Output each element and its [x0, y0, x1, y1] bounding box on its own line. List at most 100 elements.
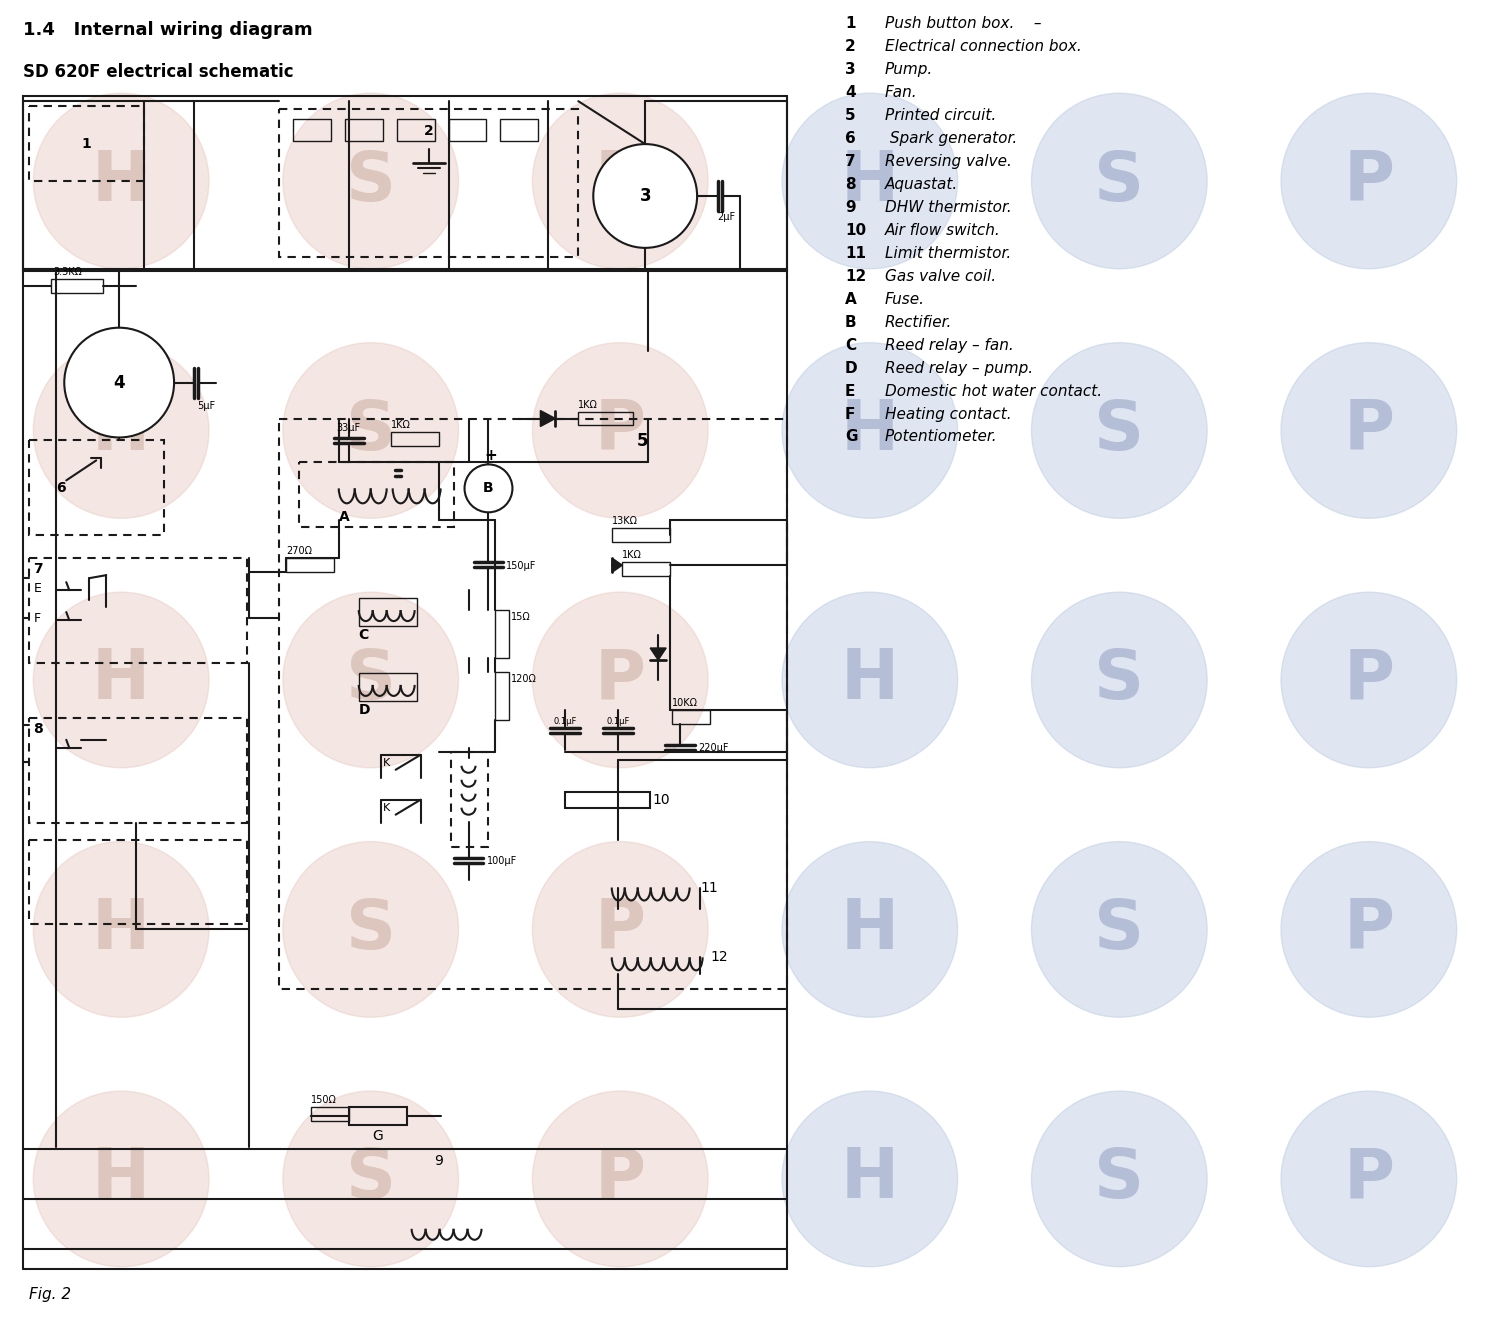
Circle shape	[532, 1090, 708, 1267]
Circle shape	[782, 1090, 957, 1267]
Circle shape	[33, 842, 209, 1017]
Text: P: P	[1344, 647, 1395, 714]
Circle shape	[532, 842, 708, 1017]
Circle shape	[33, 1090, 209, 1267]
Text: DHW thermistor.: DHW thermistor.	[885, 200, 1011, 215]
Bar	[279, 109, 579, 257]
Circle shape	[532, 342, 708, 519]
Circle shape	[33, 342, 209, 519]
Polygon shape	[612, 558, 622, 572]
Circle shape	[1281, 342, 1456, 519]
Circle shape	[594, 144, 698, 248]
Text: Spark generator.: Spark generator.	[885, 132, 1017, 146]
Text: 3.3KΩ: 3.3KΩ	[54, 267, 82, 277]
Text: 1: 1	[844, 16, 855, 32]
Circle shape	[1032, 94, 1208, 269]
Text: 13KΩ: 13KΩ	[612, 516, 639, 527]
Text: G: G	[372, 1129, 382, 1143]
Text: 10: 10	[844, 223, 865, 238]
Text: 0.1μF: 0.1μF	[606, 716, 630, 726]
Text: P: P	[594, 148, 645, 215]
Circle shape	[782, 342, 957, 519]
Text: 5: 5	[844, 108, 855, 124]
Circle shape	[1281, 1090, 1456, 1267]
Text: Reversing valve.: Reversing valve.	[885, 154, 1011, 169]
Text: A: A	[844, 292, 856, 307]
Text: P: P	[594, 647, 645, 714]
Text: Heating contact.: Heating contact.	[885, 407, 1011, 421]
Bar	[30, 440, 164, 535]
Text: 33μF: 33μF	[336, 424, 362, 433]
Text: 3: 3	[639, 187, 651, 205]
Text: P: P	[594, 896, 645, 963]
Text: K: K	[382, 757, 390, 768]
Text: 5: 5	[636, 432, 648, 450]
Text: S: S	[1095, 148, 1144, 215]
Text: P: P	[594, 1146, 645, 1213]
Bar	[292, 119, 332, 141]
Text: 9: 9	[844, 200, 855, 215]
Bar	[310, 1108, 348, 1121]
Bar	[672, 710, 710, 724]
Text: Reed relay – fan.: Reed relay – fan.	[885, 337, 1014, 353]
Bar	[579, 411, 633, 425]
Circle shape	[465, 465, 513, 512]
Text: 150μF: 150μF	[507, 561, 537, 572]
Text: 10: 10	[652, 793, 670, 807]
Text: 9: 9	[433, 1154, 442, 1168]
Text: Reed relay – pump.: Reed relay – pump.	[885, 361, 1034, 375]
Text: SD 620F electrical schematic: SD 620F electrical schematic	[24, 63, 294, 82]
Circle shape	[532, 593, 708, 768]
Text: Rectifier.: Rectifier.	[885, 315, 952, 329]
Circle shape	[33, 593, 209, 768]
Text: F: F	[844, 407, 855, 421]
Text: H: H	[840, 396, 898, 464]
Text: 4: 4	[114, 374, 125, 391]
Text: 6: 6	[57, 481, 66, 495]
Text: 270Ω: 270Ω	[286, 547, 312, 556]
Bar	[30, 840, 248, 925]
Circle shape	[1032, 1090, 1208, 1267]
Text: S: S	[345, 396, 396, 464]
Text: 0.1μF: 0.1μF	[554, 716, 578, 726]
Text: 6: 6	[844, 132, 855, 146]
Bar	[298, 462, 453, 527]
Text: D: D	[844, 361, 858, 375]
Text: H: H	[840, 148, 898, 215]
Text: H: H	[840, 896, 898, 963]
Bar	[612, 528, 670, 543]
Text: Fuse.: Fuse.	[885, 292, 924, 307]
Bar	[495, 610, 510, 658]
Text: H: H	[92, 396, 150, 464]
Text: D: D	[358, 703, 370, 716]
Text: Limit thermistor.: Limit thermistor.	[885, 246, 1011, 261]
Text: F: F	[33, 612, 40, 626]
Bar	[279, 419, 788, 989]
Circle shape	[284, 842, 459, 1017]
Text: 11: 11	[844, 246, 865, 261]
Bar	[390, 432, 438, 446]
Text: C: C	[844, 337, 856, 353]
Text: Potentiometer.: Potentiometer.	[885, 429, 998, 444]
Text: 1KΩ: 1KΩ	[622, 551, 642, 560]
Circle shape	[1032, 342, 1208, 519]
Text: 12: 12	[844, 269, 865, 284]
Polygon shape	[540, 411, 555, 427]
Text: 1KΩ: 1KΩ	[579, 399, 598, 410]
Text: +: +	[484, 448, 496, 464]
Bar	[51, 279, 104, 292]
Text: P: P	[594, 396, 645, 464]
Text: S: S	[1095, 896, 1144, 963]
Text: Push button box.    –: Push button box. –	[885, 16, 1041, 32]
Text: 7: 7	[33, 562, 44, 577]
Text: 1.4   Internal wiring diagram: 1.4 Internal wiring diagram	[24, 21, 314, 40]
Text: Aquastat.: Aquastat.	[885, 176, 959, 192]
Circle shape	[1281, 94, 1456, 269]
Circle shape	[532, 94, 708, 269]
Bar	[448, 119, 486, 141]
Circle shape	[782, 842, 957, 1017]
Text: 12: 12	[710, 951, 728, 964]
Text: Printed circuit.: Printed circuit.	[885, 108, 996, 124]
Text: 2: 2	[844, 40, 855, 54]
Text: Pump.: Pump.	[885, 62, 933, 78]
